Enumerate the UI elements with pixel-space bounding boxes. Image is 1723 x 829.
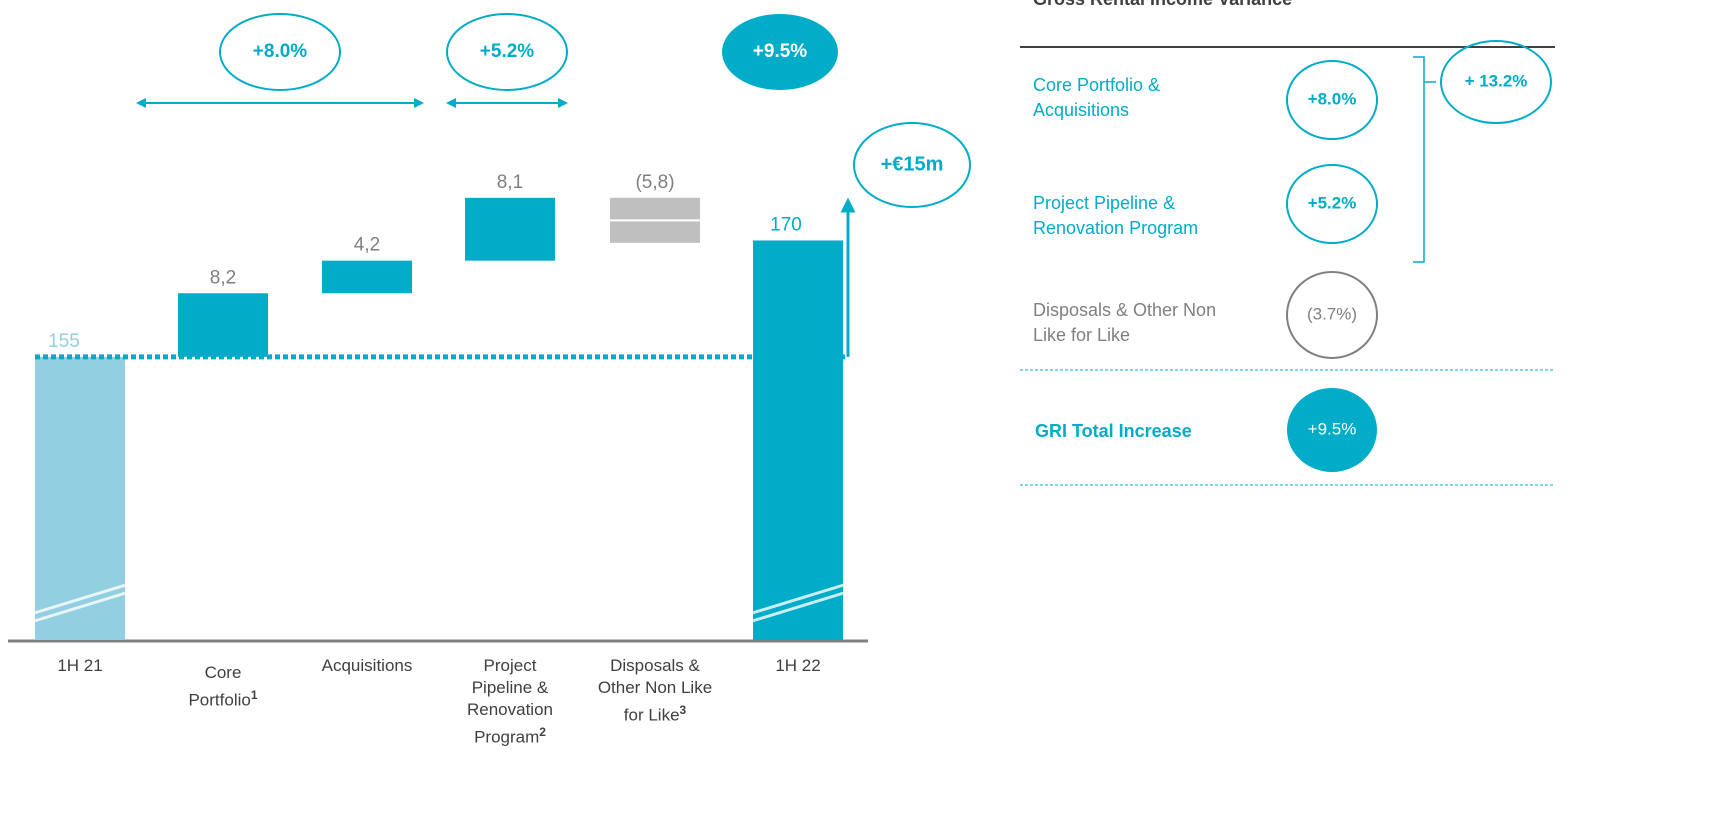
value-circle <box>1286 60 1378 140</box>
footnote: 2 <box>539 725 546 739</box>
footnote: 1 <box>250 688 258 702</box>
category: Disposals & Other Non Like for Like <box>597 656 713 725</box>
change-label: +€15m <box>881 153 944 175</box>
row-label: Core Portfolio & Acquisitions <box>1033 75 1161 120</box>
row-value: +5.2% <box>1308 193 1357 212</box>
growth-label: +8.0% <box>253 41 308 62</box>
value-label: 8,2 <box>210 267 236 288</box>
category: Core Portfolio <box>188 663 251 710</box>
value-circle <box>1286 164 1378 244</box>
bar <box>178 293 268 357</box>
growth-label: +9.5% <box>753 41 808 62</box>
bracket <box>1413 56 1436 263</box>
category: Acquisitions <box>321 656 413 675</box>
axis-break <box>30 590 130 624</box>
category: 1H 22 <box>775 656 821 675</box>
row-value: (3.7%) <box>1307 304 1357 323</box>
x-tick-label: Project Pipeline & Renovation Program2 <box>455 655 565 749</box>
value-label: 170 <box>770 215 802 236</box>
x-tick-label: Disposals & Other Non Like for Like3 <box>595 655 715 727</box>
x-tick-label: Core Portfolio1 <box>178 662 268 712</box>
bar <box>465 197 555 261</box>
footnote: 3 <box>679 703 687 717</box>
axis-break <box>748 582 848 616</box>
category: Project Pipeline & Renovation Program <box>466 656 553 747</box>
bar <box>35 356 125 640</box>
value-label: 8,1 <box>497 172 523 193</box>
x-tick-label: 1H 22 <box>763 655 833 677</box>
bar <box>753 240 843 640</box>
category: 1H 21 <box>57 656 103 675</box>
x-tick-label: Acquisitions <box>297 655 437 677</box>
value-circle <box>1440 40 1552 124</box>
axis-break <box>748 590 848 624</box>
row-value: +8.0% <box>1308 89 1357 108</box>
value-label: (5,8) <box>635 172 674 193</box>
value-label: 155 <box>48 331 80 352</box>
axis-break <box>30 582 130 616</box>
growth-circle <box>219 13 341 91</box>
panel-title: Gross Rental Income Variance <box>1033 0 1292 9</box>
row-label: Project Pipeline & Renovation Program <box>1033 193 1199 238</box>
growth-label: +5.2% <box>480 41 535 62</box>
bar <box>322 260 412 294</box>
value-circle <box>1286 271 1378 359</box>
value-label: 4,2 <box>354 235 380 256</box>
total-value: +9.5% <box>1308 419 1357 438</box>
row-label: Disposals & Other Non Like for Like <box>1033 300 1217 345</box>
total-label: GRI Total Increase <box>1035 421 1192 441</box>
total-growth-circle <box>722 14 838 90</box>
total-circle <box>1287 388 1377 472</box>
growth-circle <box>446 13 568 91</box>
change-circle <box>853 122 971 208</box>
x-tick-label: 1H 21 <box>45 655 115 677</box>
subtotal-value: + 13.2% <box>1465 71 1528 90</box>
